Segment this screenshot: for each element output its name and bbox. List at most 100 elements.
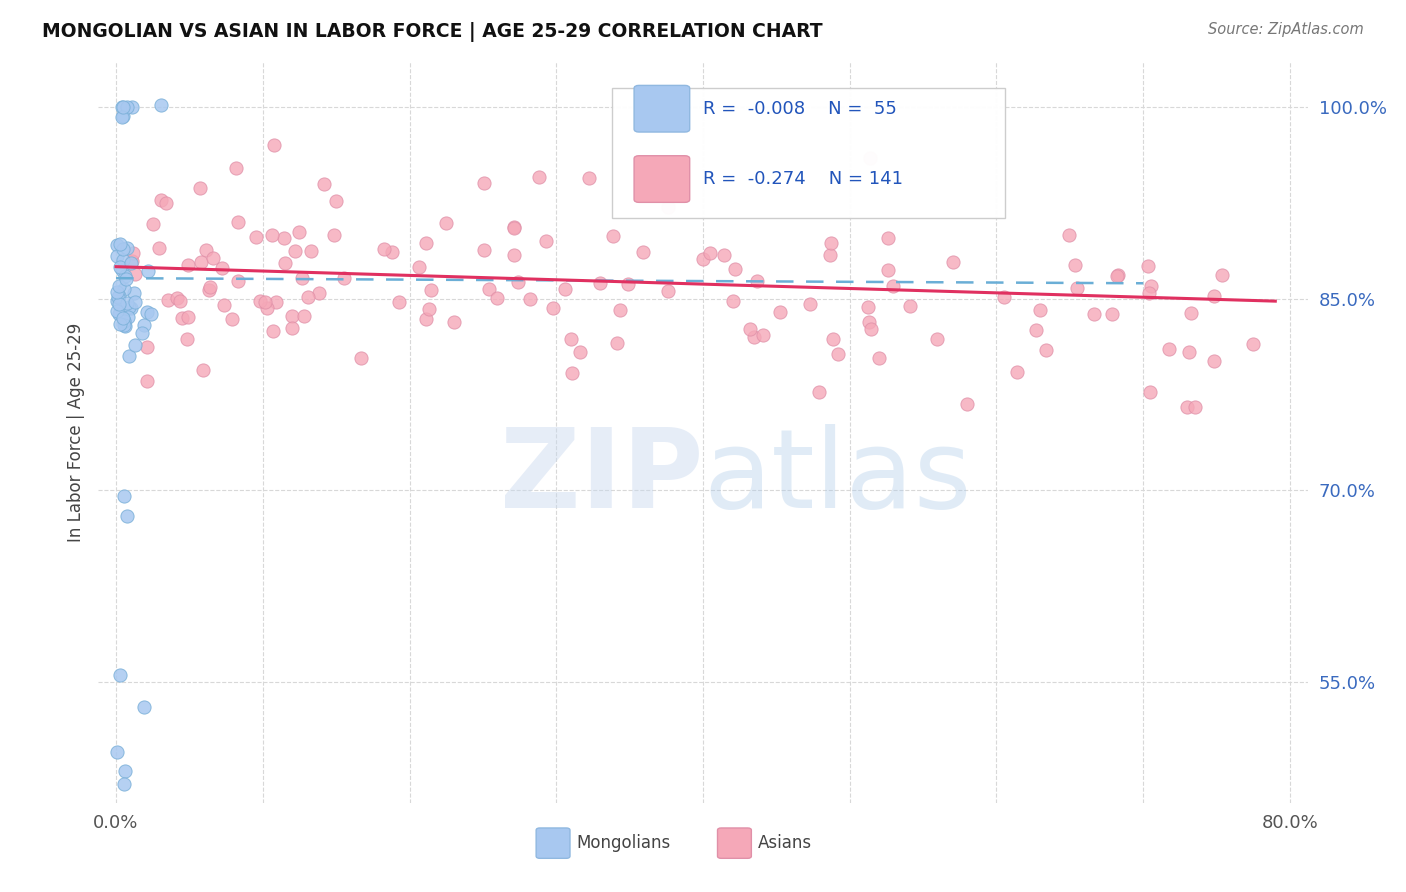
Point [245,230,267,244]
Point [519,292,541,306]
Point [434,215,457,229]
Point [1139,279,1161,293]
Point [124,295,146,310]
Point [1139,385,1161,400]
Point [898,299,921,313]
Point [287,225,309,239]
Point [124,268,146,282]
Point [1005,365,1028,379]
Point [281,309,304,323]
Point [118,349,141,363]
Point [120,301,142,316]
Point [114,764,136,778]
Point [198,279,221,293]
Point [323,227,346,242]
Point [292,309,315,323]
Point [221,312,243,326]
Point [260,227,283,242]
Point [124,337,146,351]
Point [201,251,224,265]
Point [166,291,188,305]
Point [108,260,131,274]
Point [1137,285,1160,300]
Point [157,293,180,307]
Point [274,255,297,269]
Point [503,220,526,235]
Point [114,269,136,284]
Point [942,255,965,269]
Point [121,253,143,268]
Point [1029,303,1052,318]
Point [408,260,430,274]
Text: Source: ZipAtlas.com: Source: ZipAtlas.com [1208,22,1364,37]
Point [105,249,128,263]
Point [820,235,842,250]
Point [195,243,218,257]
Point [578,171,600,186]
Point [1083,307,1105,321]
Point [108,278,131,293]
Point [131,326,153,340]
Point [560,332,582,346]
Point [212,298,235,312]
Point [149,98,172,112]
FancyBboxPatch shape [613,88,1005,218]
Point [105,237,128,252]
Point [769,305,792,319]
Point [225,161,247,175]
Point [188,181,211,195]
Point [745,274,768,288]
Point [418,301,440,316]
Point [176,332,198,346]
Point [1241,336,1264,351]
Point [155,196,177,211]
Point [118,300,141,314]
Point [273,230,295,244]
Point [115,240,138,254]
Point [1035,343,1057,357]
Point [631,244,654,259]
Point [177,310,200,324]
Point [882,279,904,293]
Point [117,295,139,310]
Point [108,307,131,321]
Point [134,318,156,333]
Point [1066,281,1088,295]
Point [1204,289,1226,303]
Point [752,328,775,343]
Point [713,248,735,262]
Point [724,262,747,277]
Point [122,286,145,301]
Point [877,263,900,277]
Point [350,351,373,365]
Point [148,241,170,255]
Text: Mongolians: Mongolians [576,834,671,852]
Point [1136,259,1159,273]
Point [332,271,354,285]
Point [110,317,132,331]
Point [226,274,249,288]
Point [301,244,323,259]
Point [263,324,285,338]
Point [1177,345,1199,359]
Point [415,312,437,326]
Point [297,290,319,304]
Point [308,285,330,300]
Point [609,302,631,317]
Point [112,777,135,791]
Point [112,305,135,319]
Point [868,351,890,365]
Point [503,248,526,262]
Point [107,290,129,304]
Point [554,282,576,296]
Point [107,304,129,318]
Point [373,242,395,256]
Point [541,301,564,315]
Point [956,396,979,410]
Point [858,300,880,314]
Point [291,271,314,285]
Point [134,700,156,714]
Point [108,307,131,321]
Point [527,170,550,185]
Point [136,340,159,354]
